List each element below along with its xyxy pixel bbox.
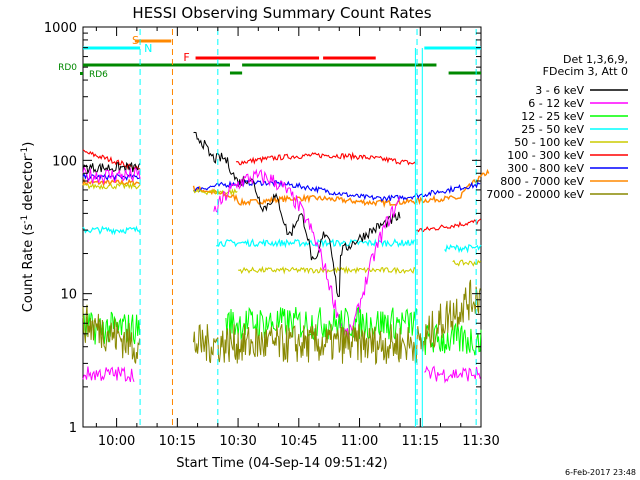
legend-label: 6 - 12 keV	[528, 97, 584, 110]
series-trace	[213, 168, 401, 340]
x-tick-label: 10:30	[219, 434, 256, 449]
x-tick-label: 11:15	[402, 434, 439, 449]
flag-bars-group: SN F RD0 RD6	[58, 29, 481, 427]
legend-label: 50 - 100 keV	[514, 136, 584, 149]
data-series-group	[82, 131, 490, 384]
series-trace	[82, 225, 141, 236]
series-trace	[225, 306, 417, 341]
legend-label: 25 - 50 keV	[521, 123, 584, 136]
flag-label-rd0: RD0	[58, 63, 77, 73]
series-trace	[82, 181, 141, 191]
series-trace	[415, 218, 481, 233]
x-axis-label: Start Time (04-Sep-14 09:51:42)	[176, 456, 387, 471]
series-trace	[82, 161, 141, 175]
y-tick-label: 1	[69, 421, 77, 436]
series-trace	[235, 151, 417, 166]
series-trace	[82, 304, 141, 364]
x-tick-label: 10:45	[280, 434, 317, 449]
series-trace	[192, 168, 490, 209]
series-trace	[193, 188, 238, 196]
x-tick-label: 10:00	[98, 434, 135, 449]
series-trace	[424, 279, 481, 348]
x-tick-label: 10:15	[159, 434, 196, 449]
flag-marker-rd6	[80, 72, 83, 75]
y-tick-label: 100	[52, 154, 77, 169]
flag-label-rd6: RD6	[89, 70, 108, 80]
legend-header: Det 1,3,6,9,	[563, 53, 628, 66]
series-trace	[193, 323, 424, 366]
legend-header: FDecim 3, Att 0	[543, 65, 628, 78]
series-trace	[82, 366, 135, 383]
flag-label-n: N	[144, 42, 152, 55]
series-trace	[237, 265, 416, 275]
chart-title: HESSI Observing Summary Count Rates	[132, 4, 431, 22]
y-axis-label: Count Rate (s-1 detector-1)	[20, 142, 36, 313]
plot-frame	[82, 26, 482, 428]
series-trace	[444, 243, 482, 254]
series-trace	[82, 166, 141, 185]
axes-group: 1 10 100 1000 10:00 10:15 10:30 10:45 11:00 11:15…	[44, 21, 500, 449]
x-tick-label: 11:00	[341, 434, 378, 449]
y-tick-label: 1000	[44, 21, 77, 36]
series-trace	[193, 131, 401, 298]
series-trace	[424, 365, 481, 384]
legend-label: 300 - 800 keV	[507, 162, 584, 175]
legend-label: 800 - 7000 keV	[500, 175, 584, 188]
footer-date: 6-Feb-2017 23:48	[565, 468, 636, 477]
flag-label-s: S	[132, 34, 139, 47]
x-tick-label: 11:30	[462, 434, 499, 449]
y-tick-label: 10	[60, 288, 77, 303]
legend-label: 100 - 300 keV	[507, 149, 584, 162]
flag-label-f: F	[183, 51, 189, 64]
legend-label: 7000 - 20000 keV	[486, 188, 584, 201]
legend-label: 3 - 6 keV	[535, 84, 584, 97]
legend-label: 12 - 25 keV	[521, 110, 584, 123]
